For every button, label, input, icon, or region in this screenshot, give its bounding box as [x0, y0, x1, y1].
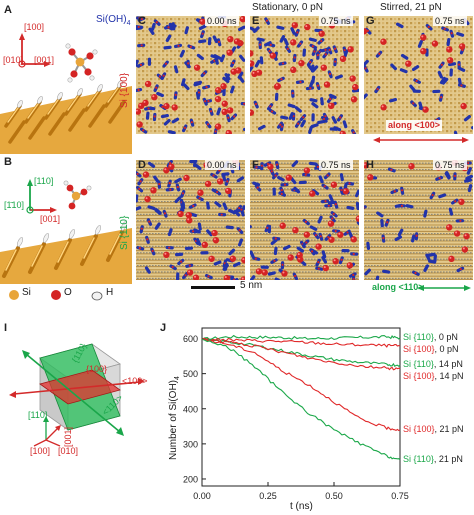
- column-header-stationary: Stationary, 0 pN: [252, 2, 323, 13]
- direction-arrow-100: [373, 137, 469, 143]
- panel-i-cube: [9, 343, 145, 447]
- legend-si: Si: [22, 287, 31, 298]
- chart-xlabel: t (ns): [290, 501, 313, 512]
- series-label-0: Si {110}, 0 pN: [403, 331, 458, 342]
- panel-label-d: D: [138, 159, 146, 171]
- panel-label-e: E: [252, 15, 260, 27]
- si-100-slab: [0, 80, 132, 154]
- plane-100-label: {100}: [86, 364, 108, 374]
- row-label-si100: Si {100}: [119, 72, 130, 108]
- snapshot-g: [364, 16, 473, 134]
- panel-label-b: B: [4, 156, 12, 168]
- si-oh4-molecule: [65, 43, 98, 83]
- series-line-2: [201, 337, 401, 367]
- panel-label-a: A: [4, 4, 12, 16]
- x-tick-label: 0.25: [259, 491, 277, 501]
- time-e: 0.75 ns: [319, 16, 353, 26]
- axis-001-label: [001]: [34, 55, 55, 65]
- y-tick-label: 200: [183, 474, 198, 484]
- x-tick-label: 0.00: [193, 491, 211, 501]
- panel-j-chart: 200 300 400 500 600 0.00 0.25 0.50 0.75: [183, 327, 409, 501]
- series-label-4: Si {100}, 21 pN: [403, 423, 464, 434]
- series-line-4: [201, 337, 401, 432]
- direction-label-100: along <100>: [386, 120, 443, 131]
- time-h: 0.75 ns: [433, 160, 467, 170]
- x-tick-label: 0.75: [391, 491, 409, 501]
- y-tick-label: 500: [183, 369, 198, 379]
- ax-110-label: [110]: [28, 410, 48, 420]
- panel-label-c: C: [138, 15, 146, 27]
- panel-label-j: J: [160, 322, 167, 334]
- series-label-3: Si {100}, 14 pN: [403, 371, 464, 382]
- series-label-1: Si {100}, 0 pN: [403, 343, 459, 354]
- dir-100-label: <100>: [122, 376, 148, 386]
- axis-1bar10-label: [1̄10]: [4, 200, 25, 210]
- axis-110-label: [110]: [34, 176, 54, 186]
- panel-b-structure: [0, 179, 132, 284]
- series-label-5: Si {110}, 21 pN: [403, 453, 463, 464]
- panel-label-g: G: [366, 15, 375, 27]
- snapshot-h: [364, 160, 473, 280]
- axis-010-label: [010]: [3, 55, 24, 65]
- time-c: 0.00 ns: [205, 16, 239, 26]
- axis-100-label: [100]: [24, 22, 45, 32]
- series-line-0: [201, 334, 401, 341]
- ax-001-label: [001]: [63, 426, 74, 448]
- molecule-label: Si(OH)4: [96, 14, 131, 27]
- panel-label-i: I: [4, 322, 8, 334]
- panel-label-f: F: [252, 159, 259, 171]
- time-g: 0.75 ns: [433, 16, 467, 26]
- time-f: 0.75 ns: [319, 160, 353, 170]
- atom-legend: Si O H: [8, 287, 140, 301]
- chart-frame: [201, 327, 401, 487]
- series-label-2: Si {110}, 14 pN: [403, 359, 463, 370]
- snapshot-c: [136, 16, 245, 134]
- series-line-5: [201, 338, 401, 461]
- x-tick-label: 0.50: [325, 491, 343, 501]
- row-label-si110: Si {110}: [119, 215, 130, 250]
- snapshot-e: [250, 16, 359, 134]
- series-line-3: [201, 338, 401, 371]
- time-d: 0.00 ns: [205, 160, 239, 170]
- scale-bar-label: 5 nm: [240, 280, 263, 291]
- ax-100-label: [100]: [30, 446, 51, 456]
- panel-label-h: H: [366, 159, 374, 171]
- direction-label-110: along <110>: [370, 282, 426, 293]
- legend-h: H: [106, 287, 114, 298]
- snapshot-f: [250, 160, 359, 280]
- y-tick-label: 300: [183, 439, 198, 449]
- panel-a-structure: [0, 33, 132, 154]
- chart-ylabel: Number of Si(OH)4: [168, 376, 181, 460]
- legend-o: O: [64, 287, 72, 298]
- y-tick-label: 600: [183, 334, 198, 344]
- column-header-stirred: Stirred, 21 pN: [380, 2, 442, 13]
- y-tick-label: 400: [183, 404, 198, 414]
- series-line-1: [201, 337, 401, 348]
- axis-001-label-b: [001]: [40, 214, 61, 224]
- scale-bar: [191, 286, 235, 289]
- ax-010-label: [010]: [58, 446, 79, 456]
- snapshot-d: [136, 160, 245, 280]
- direction-arrow-110: [417, 285, 471, 291]
- si-110-slab: [0, 221, 132, 284]
